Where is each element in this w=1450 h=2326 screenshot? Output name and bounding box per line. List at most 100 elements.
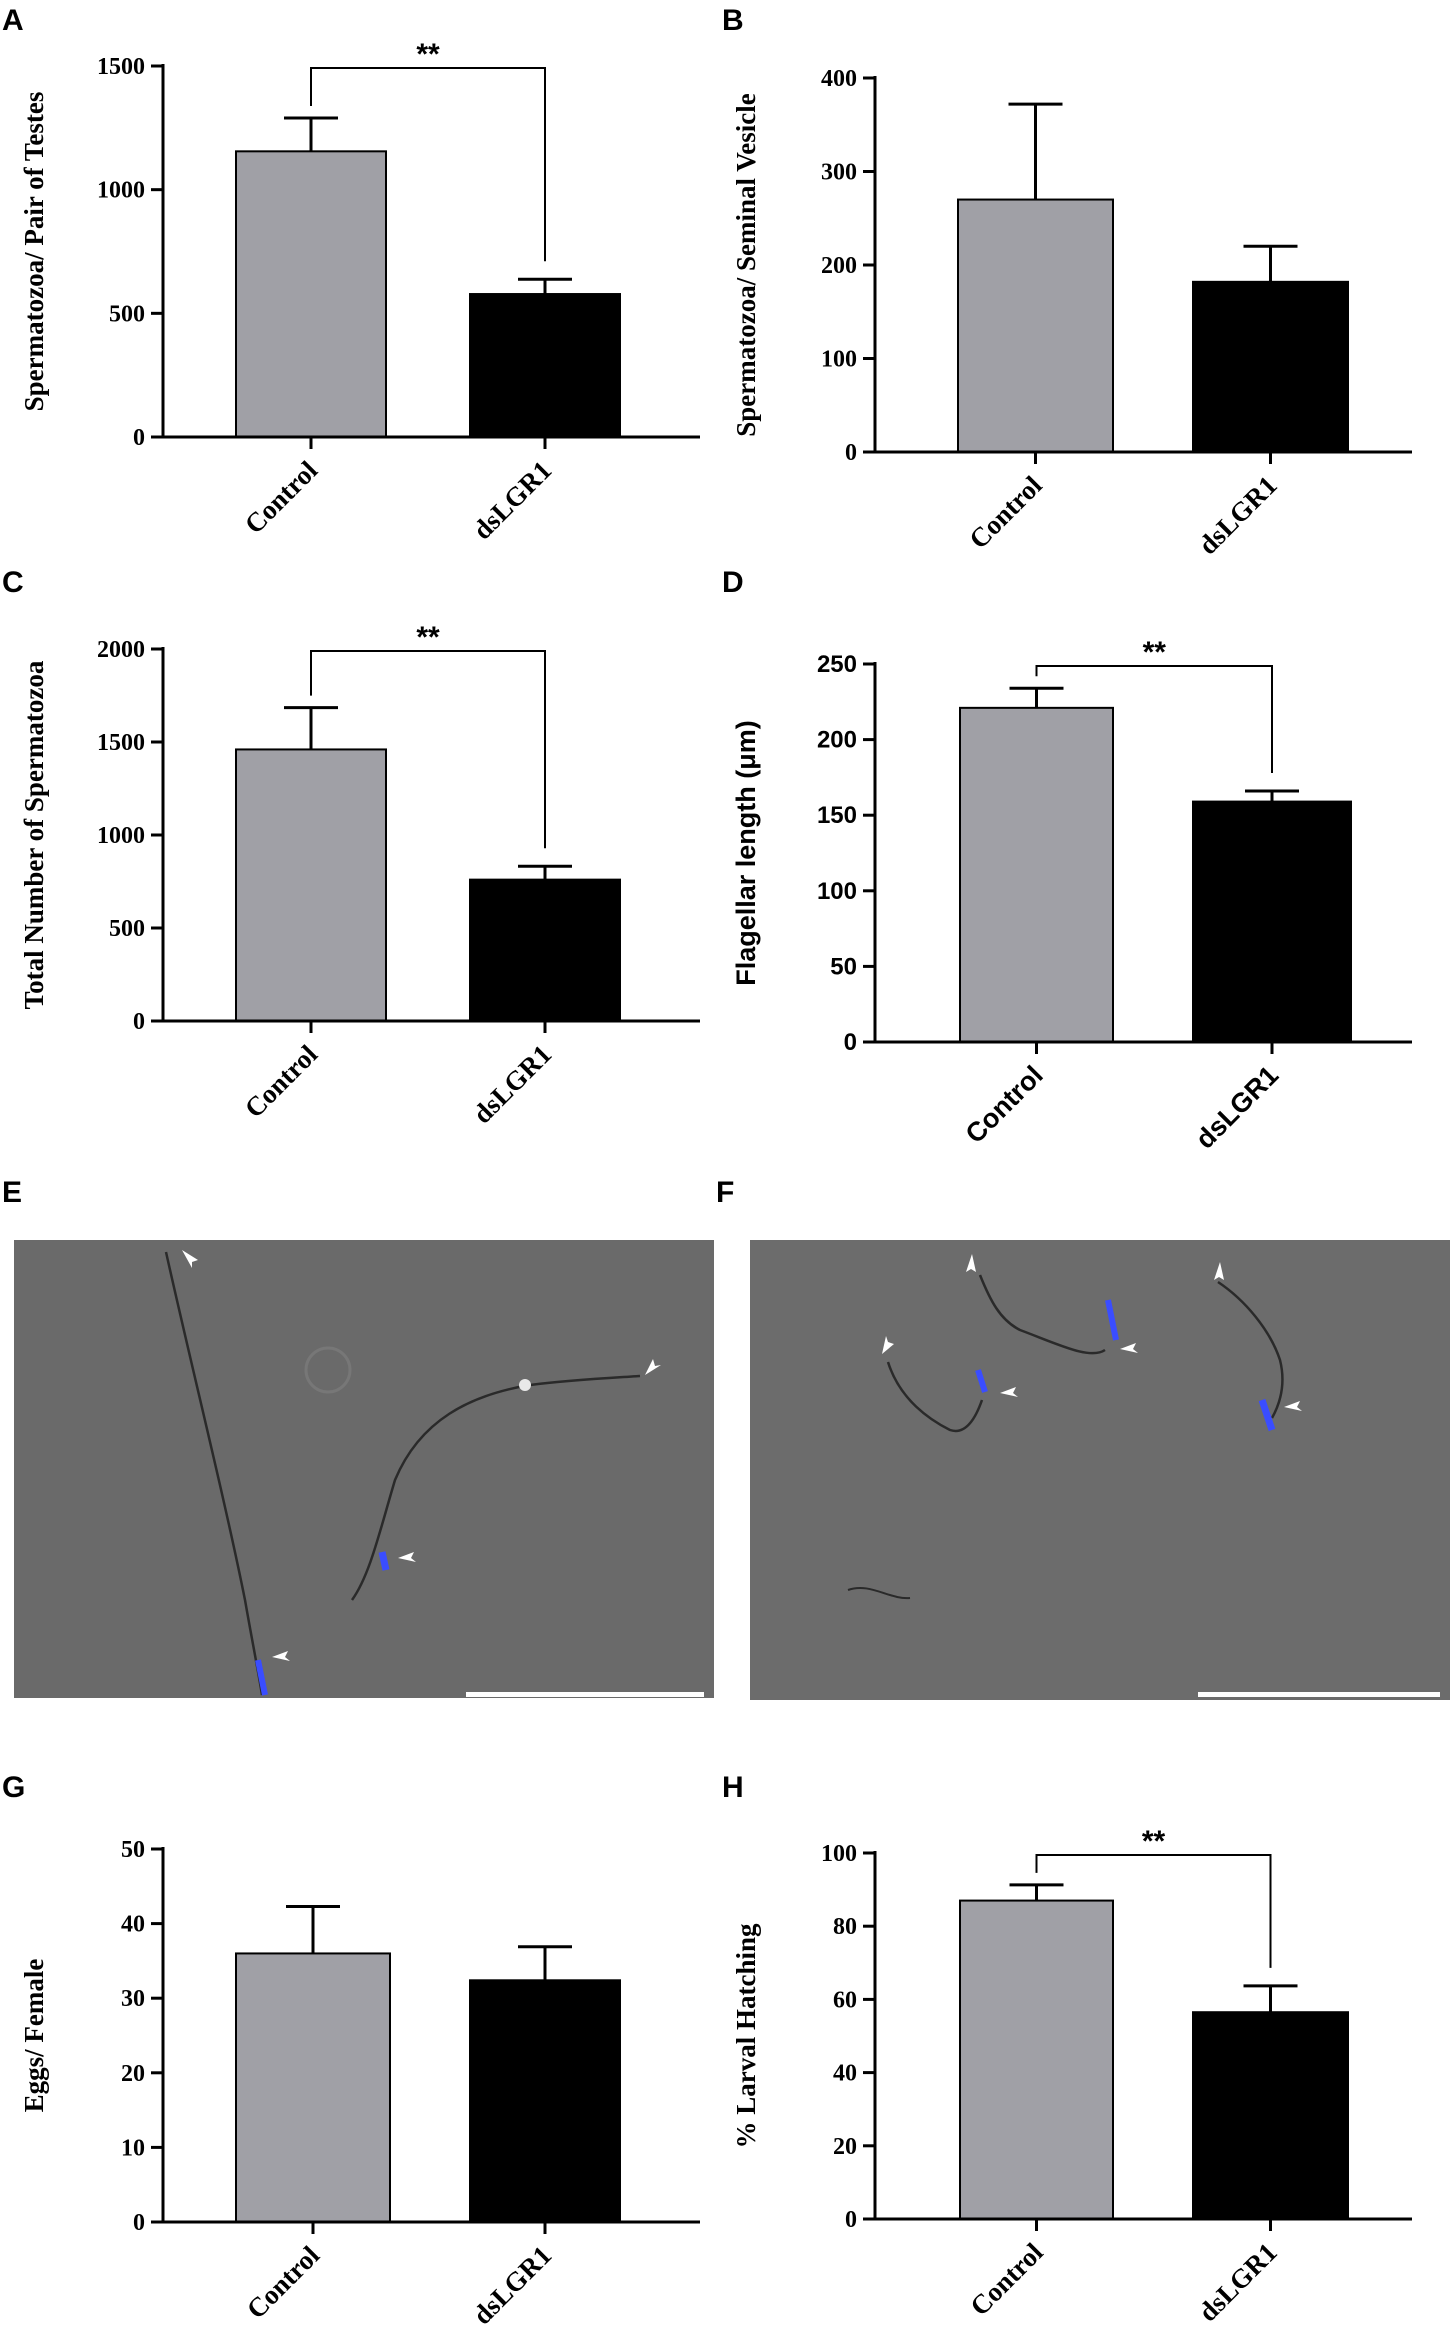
- scale-bar-e: [466, 1692, 704, 1697]
- dapi-head-e2: [378, 1551, 390, 1571]
- panel-letter-h: H: [722, 1771, 744, 1804]
- significance-bracket-h: [1035, 1854, 1272, 1968]
- bar-b-0: [957, 198, 1114, 453]
- y-tick-label-d-5: 250: [817, 651, 857, 678]
- y-tick-label-b-2: 200: [821, 253, 857, 279]
- y-tick-label-c-2: 1000: [97, 823, 145, 849]
- y-tick-label-h-4: 80: [833, 1914, 857, 1940]
- arrowhead-e1: [182, 1250, 198, 1268]
- significance-bracket-d: [1035, 665, 1273, 774]
- y-tick-label-c-1: 500: [109, 916, 145, 942]
- sperm-flagellum-e2: [350, 1374, 641, 1601]
- y-tick-label-g-5: 50: [121, 1837, 145, 1863]
- significance-label-c: **: [416, 621, 440, 654]
- panel-letter-g: G: [2, 1771, 25, 1804]
- category-label-b-0: Control: [963, 470, 1048, 555]
- sperm-flagellum-e1: [164, 1251, 264, 1696]
- category-label-a-1: dsLGR1: [467, 455, 557, 545]
- panel-letter-c: C: [2, 566, 24, 599]
- category-label-c-1: dsLGR1: [467, 1039, 557, 1129]
- bar-d-1: [1192, 800, 1352, 1043]
- category-label-a-0: Control: [239, 455, 324, 540]
- category-label-g-0: Control: [241, 2240, 326, 2325]
- y-tick-label-d-0: 0: [844, 1029, 857, 1056]
- arrowhead-f1: [966, 1254, 976, 1272]
- sperm-flagellum-f2: [978, 1274, 1106, 1355]
- arrowhead-f5: [1120, 1343, 1138, 1353]
- y-tick-label-d-3: 150: [817, 802, 857, 829]
- y-tick-label-b-4: 400: [821, 66, 857, 92]
- y-tick-label-h-3: 60: [833, 1987, 857, 2013]
- y-tick-label-d-2: 100: [817, 878, 857, 905]
- y-tick-label-h-1: 20: [833, 2134, 857, 2160]
- significance-label-d: **: [1143, 636, 1167, 669]
- dapi-head-f2: [1105, 1299, 1119, 1341]
- bar-c-1: [469, 878, 621, 1023]
- y-tick-label-g-4: 40: [121, 1912, 145, 1938]
- panel-e: E: [2, 1176, 714, 1698]
- y-tick-label-a-3: 1500: [97, 54, 145, 80]
- sperm-flagellum-f1: [886, 1361, 984, 1433]
- category-label-c-0: Control: [239, 1039, 324, 1124]
- panel-h: H 0 20 40 60 80 100 Control dsLGR1 % Larval Hatch…: [722, 1771, 1412, 2326]
- category-label-b-1: dsLGR1: [1193, 470, 1283, 560]
- panel-f: F: [716, 1176, 1450, 1700]
- panel-g: G 0 10 20 30 40 50 Control dsLGR1 Eggs/ Female: [2, 1771, 700, 2326]
- bar-g-1: [469, 1979, 621, 2224]
- bar-d-0: [959, 706, 1114, 1044]
- arrowhead-f2: [1214, 1262, 1224, 1280]
- bar-a-1: [469, 293, 621, 438]
- dapi-head-e1: [255, 1659, 268, 1696]
- significance-bracket-a: [310, 67, 546, 262]
- significance-label-a: **: [416, 38, 440, 71]
- arrowhead-f6: [1284, 1401, 1302, 1411]
- bar-h-1: [1192, 2011, 1349, 2220]
- arrowhead-e4: [272, 1651, 290, 1661]
- artifact-e: [304, 1346, 352, 1394]
- y-tick-label-g-1: 10: [121, 2135, 145, 2161]
- category-label-g-1: dsLGR1: [467, 2240, 557, 2326]
- y-tick-label-h-0: 0: [845, 2207, 857, 2233]
- panel-c: C 0 500 1000 1500 2000 Control dsLGR1 Total Numb…: [2, 566, 700, 1129]
- bar-b-1: [1192, 280, 1349, 453]
- micrograph-f: [750, 1240, 1450, 1700]
- bright-spot-e: [519, 1379, 531, 1391]
- y-tick-label-a-0: 0: [133, 425, 145, 451]
- sperm-fragment-f: [847, 1587, 911, 1600]
- y-tick-label-d-1: 50: [830, 953, 857, 980]
- arrowhead-f3: [882, 1336, 894, 1354]
- y-axis-label-d: Flagellar length (μm): [731, 720, 761, 986]
- significance-bracket-c: [310, 650, 546, 849]
- bar-a-0: [235, 150, 387, 439]
- scale-bar-f: [1198, 1692, 1440, 1697]
- y-tick-label-b-0: 0: [845, 440, 857, 466]
- y-axis-label-h: % Larval Hatching: [731, 1923, 761, 2149]
- bar-c-0: [235, 748, 387, 1022]
- category-label-h-0: Control: [964, 2237, 1049, 2322]
- arrowhead-f4: [1000, 1387, 1018, 1397]
- panel-letter-f: F: [716, 1176, 734, 1209]
- panel-d: D 0 50 100 150 200 250 Control dsLGR1 Flagellar l…: [722, 566, 1412, 1154]
- bar-g-0: [235, 1952, 391, 2223]
- y-tick-label-b-3: 300: [821, 160, 857, 186]
- y-tick-label-c-0: 0: [133, 1009, 145, 1035]
- y-axis-label-a: Spermatozoa/ Pair of Testes: [19, 92, 49, 412]
- y-axis-label-c: Total Number of Spermatozoa: [19, 660, 49, 1009]
- y-tick-label-h-5: 100: [821, 1841, 857, 1867]
- category-label-d-1: dsLGR1: [1190, 1060, 1284, 1154]
- panel-letter-e: E: [2, 1176, 22, 1209]
- arrowhead-e3: [398, 1552, 416, 1562]
- dapi-head-f3: [1258, 1398, 1276, 1432]
- y-axis-label-g: Eggs/ Female: [19, 1959, 49, 2113]
- y-tick-label-c-4: 2000: [97, 637, 145, 663]
- panel-letter-b: B: [722, 4, 744, 37]
- y-tick-label-g-0: 0: [133, 2210, 145, 2236]
- arrowhead-e2: [645, 1359, 661, 1375]
- panel-a: A 0 500 1000 1500 Control dsLGR1 Spermatozoa/ P…: [2, 4, 700, 545]
- y-tick-label-h-2: 40: [833, 2061, 857, 2087]
- category-label-h-1: dsLGR1: [1193, 2237, 1283, 2326]
- panel-b: B 0 100 200 300 400 Control dsLGR1 Spermatozoa/ …: [722, 4, 1412, 560]
- dapi-head-f1: [975, 1369, 988, 1393]
- y-tick-label-g-3: 30: [121, 1986, 145, 2012]
